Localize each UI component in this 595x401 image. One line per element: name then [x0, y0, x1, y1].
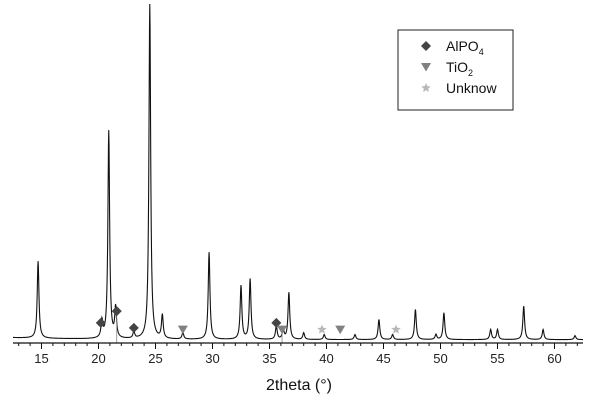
- x-tick-label: 45: [376, 351, 390, 366]
- legend-label-subscript: 2: [468, 68, 473, 78]
- marker-alpo4: [128, 322, 139, 333]
- legend-label-text: Unknow: [446, 80, 497, 96]
- x-tick-label: 20: [91, 351, 105, 366]
- legend-label-text: AlPO: [446, 38, 479, 54]
- legend-label: Unknow: [446, 80, 497, 96]
- x-tick-label: 50: [433, 351, 447, 366]
- marker-alpo4: [271, 317, 282, 328]
- x-tick-label: 30: [205, 351, 219, 366]
- x-axis-title: 2theta (°): [266, 377, 332, 394]
- legend: AlPO4 TiO2 Unknow: [397, 29, 514, 111]
- legend-label: AlPO4: [446, 38, 484, 57]
- marker-tio2: [177, 325, 188, 335]
- x-tick-label: 40: [319, 351, 333, 366]
- xrd-trace-line: [12, 3, 583, 341]
- legend-label: TiO2: [446, 59, 473, 78]
- legend-symbol-triangle-down: [421, 63, 431, 72]
- marker-unknow: [391, 324, 401, 334]
- legend-label-text: TiO: [446, 59, 468, 75]
- marker-tio2: [335, 325, 346, 335]
- x-tick-label: 15: [34, 351, 48, 366]
- x-tick-label: 25: [148, 351, 162, 366]
- x-tick-label: 55: [490, 351, 504, 366]
- legend-box: [397, 29, 514, 111]
- marker-tio2: [277, 325, 288, 335]
- marker-alpo4: [95, 317, 106, 328]
- legend-symbol-star: [421, 83, 431, 93]
- x-axis: 15 20 25 30 35 40 45 50 55 60: [13, 342, 583, 366]
- marker-alpo4: [111, 306, 122, 317]
- markers-layer: [95, 306, 401, 335]
- legend-symbol-diamond: [421, 41, 431, 51]
- x-tick-label: 35: [262, 351, 276, 366]
- x-tick-label: 60: [547, 351, 561, 366]
- legend-label-subscript: 4: [479, 47, 484, 57]
- marker-unknow: [317, 324, 327, 334]
